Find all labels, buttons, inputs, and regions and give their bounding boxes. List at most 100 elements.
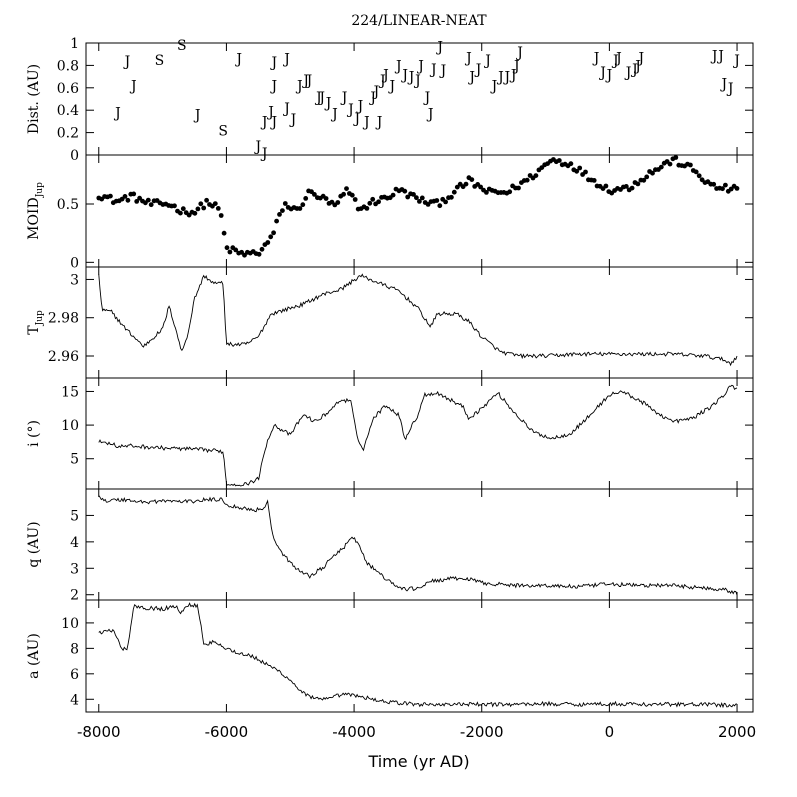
y-tick-label-a: 4 [70,692,79,708]
marker-J: J [732,53,740,69]
moid-point [591,178,597,183]
marker-J: J [254,139,262,155]
moid-point [673,155,679,160]
marker-J: J [592,51,600,67]
moid-point [349,192,355,198]
marker-J: J [490,79,498,95]
marker-J: J [324,95,332,111]
moid-point [463,181,469,187]
marker-S: S [155,53,165,69]
marker-J: J [378,73,386,89]
moid-point [402,188,408,194]
y-axis-label-moid: MOIDJup [26,182,45,240]
moid-point [688,162,693,168]
marker-J: J [496,70,504,86]
moid-point [376,199,381,205]
moid-point [507,189,513,195]
moid-point [186,212,192,218]
moid-point [239,249,245,255]
marker-J: J [413,73,421,89]
series-line-incl [98,384,738,487]
y-tick-label-dist: 0.6 [57,81,79,97]
marker-J: J [260,114,268,130]
moid-point [303,196,309,201]
y-tick-label-moid: 0 [70,255,79,271]
moid-point [577,165,583,171]
moid-point [271,230,276,236]
moid-point [734,186,740,191]
y-tick-label-a: 8 [70,641,79,657]
marker-J: J [266,104,274,120]
moid-point [341,191,346,197]
moid-point [268,234,274,240]
marker-J: J [614,51,622,67]
moid-point [352,197,358,202]
moid-point [122,194,128,199]
moid-point [297,206,303,211]
panel-frame-a [85,599,754,713]
y-tick-label-a: 6 [70,667,79,683]
marker-J: J [719,76,727,92]
moid-point [437,203,443,209]
marker-J: J [269,55,277,71]
moid-point [212,201,218,207]
moid-point [125,197,131,203]
y-tick-label-tjup: 2.98 [48,311,79,327]
marker-J: J [346,102,354,118]
marker-J: J [726,81,734,97]
moid-point [434,198,440,203]
marker-J: J [269,79,277,95]
moid-point [148,202,154,208]
moid-point [280,208,285,214]
moid-point [641,177,647,183]
marker-J: J [464,51,472,67]
marker-J: J [426,107,434,123]
moid-point [344,186,349,192]
marker-J: J [289,112,297,128]
moid-point [201,205,207,211]
panel-frame-tjup [85,266,754,379]
moid-point [224,245,230,251]
marker-J: J [330,107,338,123]
y-axis-label-dist: Dist. (AU) [26,64,42,134]
marker-S: S [177,38,187,54]
marker-J: J [630,62,638,78]
moid-point [364,206,370,211]
y-axis-label-q: q (AU) [26,521,42,567]
marker-J: J [611,53,619,69]
moid-point [478,184,483,190]
marker-J: J [388,79,396,95]
moid-point [449,194,454,200]
y-tick-label-a: 10 [61,616,79,632]
moid-point [204,197,210,203]
y-tick-label-q: 3 [70,561,79,577]
panel-incl: 5 10 15 i (°) [26,377,754,490]
moid-point [300,202,306,208]
marker-J: J [636,51,644,67]
moid-point [198,201,204,207]
marker-J: J [113,105,121,121]
moid-point [629,185,635,191]
marker-J: J [301,73,309,89]
x-tick-label: 0 [605,723,615,741]
moid-point [574,168,580,174]
series-line-a [98,602,738,709]
marker-J: J [295,79,303,95]
y-axis-label-tjup: TJup [26,310,45,335]
y-tick-label-dist: 0.8 [57,58,79,74]
marker-J: J [282,52,290,68]
y-tick-label-tjup: 3 [70,272,79,288]
moid-point [693,169,699,175]
x-tick-label: 2000 [718,723,756,741]
marker-J: J [193,108,201,124]
moid-point [221,230,227,236]
marker-J: J [439,63,447,79]
marker-J: J [129,79,137,95]
moid-point [667,161,673,167]
moid-point [469,177,475,183]
moid-point [414,195,419,201]
moid-point [390,192,396,198]
